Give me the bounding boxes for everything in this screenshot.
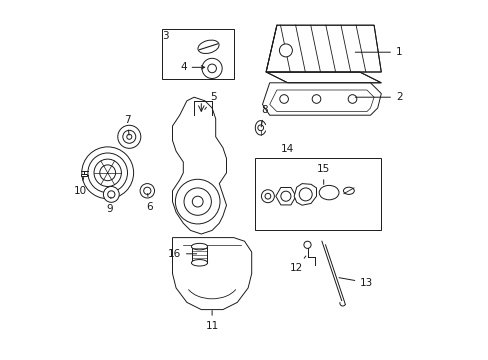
Bar — [162, 29, 233, 79]
Polygon shape — [172, 238, 251, 310]
Circle shape — [88, 153, 127, 193]
Polygon shape — [262, 83, 381, 115]
Circle shape — [279, 95, 288, 103]
Text: 6: 6 — [145, 194, 152, 212]
Circle shape — [264, 193, 270, 199]
Text: 2: 2 — [355, 92, 402, 102]
Circle shape — [202, 58, 222, 78]
Circle shape — [183, 188, 211, 215]
Circle shape — [140, 184, 154, 198]
Bar — [191, 247, 207, 263]
Bar — [81, 174, 87, 176]
Text: 15: 15 — [316, 164, 330, 184]
Polygon shape — [265, 72, 381, 83]
Circle shape — [143, 187, 151, 194]
Text: 7: 7 — [124, 114, 131, 135]
Circle shape — [94, 159, 121, 186]
Text: 13: 13 — [338, 278, 373, 288]
Circle shape — [207, 64, 216, 73]
Circle shape — [303, 241, 310, 248]
Circle shape — [299, 188, 311, 201]
Circle shape — [118, 125, 141, 148]
Circle shape — [347, 95, 356, 103]
Circle shape — [103, 186, 119, 202]
Ellipse shape — [198, 40, 219, 54]
Text: 9: 9 — [106, 197, 113, 214]
Text: 5: 5 — [204, 92, 217, 109]
Circle shape — [126, 134, 132, 139]
Text: 16: 16 — [167, 249, 196, 259]
Circle shape — [81, 147, 133, 199]
Text: 3: 3 — [162, 31, 168, 41]
Circle shape — [311, 95, 320, 103]
Ellipse shape — [343, 187, 354, 194]
Circle shape — [100, 165, 115, 181]
Text: 8: 8 — [261, 105, 267, 127]
Circle shape — [107, 191, 115, 198]
Circle shape — [122, 130, 136, 143]
Bar — [255, 158, 381, 230]
Polygon shape — [172, 97, 226, 234]
Text: 4: 4 — [180, 62, 204, 72]
Polygon shape — [275, 188, 295, 205]
Circle shape — [279, 44, 292, 57]
Text: 14: 14 — [281, 144, 294, 154]
Ellipse shape — [319, 185, 338, 200]
Circle shape — [257, 125, 263, 131]
Polygon shape — [265, 25, 381, 72]
Circle shape — [192, 196, 203, 207]
Ellipse shape — [191, 243, 207, 250]
Circle shape — [280, 191, 290, 201]
Circle shape — [175, 179, 220, 224]
Polygon shape — [294, 184, 316, 205]
Text: 1: 1 — [355, 47, 402, 57]
Text: 12: 12 — [289, 256, 305, 273]
Text: 10: 10 — [74, 177, 87, 196]
Text: 11: 11 — [205, 311, 218, 331]
Circle shape — [261, 190, 274, 203]
Ellipse shape — [191, 260, 207, 266]
